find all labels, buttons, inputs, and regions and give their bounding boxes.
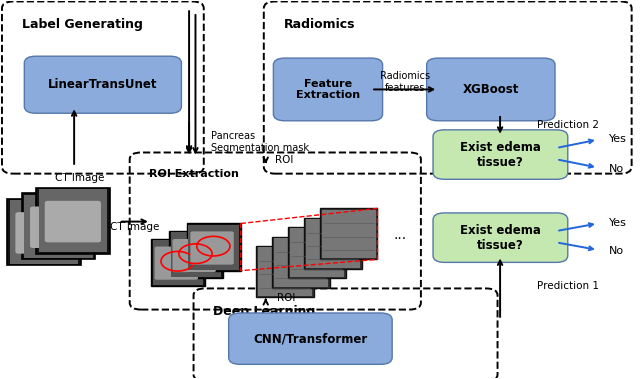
Text: Exist edema
tissue?: Exist edema tissue?	[460, 224, 541, 252]
FancyBboxPatch shape	[228, 313, 392, 364]
Text: XGBoost: XGBoost	[463, 83, 519, 96]
FancyBboxPatch shape	[258, 247, 312, 296]
Text: ROI Extraction: ROI Extraction	[150, 169, 239, 179]
FancyBboxPatch shape	[274, 238, 328, 287]
FancyBboxPatch shape	[290, 229, 344, 277]
FancyBboxPatch shape	[288, 227, 346, 278]
FancyBboxPatch shape	[7, 199, 81, 265]
FancyBboxPatch shape	[190, 232, 234, 265]
Text: ···: ···	[118, 216, 132, 230]
FancyBboxPatch shape	[272, 237, 330, 288]
FancyBboxPatch shape	[24, 195, 93, 258]
Text: Label Generating: Label Generating	[22, 18, 143, 31]
FancyBboxPatch shape	[45, 201, 101, 242]
Text: Pancreas
Segmentation mask: Pancreas Segmentation mask	[211, 132, 309, 153]
FancyBboxPatch shape	[273, 58, 383, 121]
Text: CT Image: CT Image	[55, 173, 104, 183]
Text: Yes: Yes	[609, 218, 627, 228]
FancyBboxPatch shape	[151, 239, 205, 286]
FancyBboxPatch shape	[15, 212, 72, 254]
Text: CT Image: CT Image	[110, 222, 159, 232]
FancyBboxPatch shape	[153, 240, 203, 285]
FancyBboxPatch shape	[171, 232, 221, 277]
FancyBboxPatch shape	[22, 193, 95, 259]
FancyBboxPatch shape	[433, 130, 568, 179]
FancyBboxPatch shape	[36, 188, 110, 254]
Text: Radiomics: Radiomics	[284, 18, 355, 31]
FancyBboxPatch shape	[186, 224, 241, 271]
Text: Deep Learning: Deep Learning	[213, 305, 316, 318]
Text: Prediction 2: Prediction 2	[537, 119, 599, 130]
FancyBboxPatch shape	[173, 239, 216, 272]
Text: ROI: ROI	[275, 155, 294, 165]
Text: Radiomics
features: Radiomics features	[380, 71, 430, 93]
Text: Prediction 1: Prediction 1	[537, 281, 599, 291]
FancyBboxPatch shape	[30, 207, 86, 248]
Text: ···: ···	[393, 232, 406, 246]
Text: Exist edema
tissue?: Exist edema tissue?	[460, 141, 541, 169]
FancyBboxPatch shape	[155, 246, 198, 280]
FancyBboxPatch shape	[320, 208, 378, 259]
Text: Yes: Yes	[609, 134, 627, 144]
FancyBboxPatch shape	[24, 56, 181, 113]
FancyBboxPatch shape	[433, 213, 568, 262]
Text: No: No	[609, 246, 624, 256]
Text: Feature
Extraction: Feature Extraction	[296, 78, 360, 100]
FancyBboxPatch shape	[188, 225, 239, 269]
Text: No: No	[609, 164, 624, 174]
Text: ROI: ROI	[276, 293, 295, 303]
Text: LinearTransUnet: LinearTransUnet	[48, 78, 157, 91]
FancyBboxPatch shape	[306, 219, 360, 268]
FancyBboxPatch shape	[322, 210, 376, 258]
FancyBboxPatch shape	[427, 58, 555, 121]
FancyBboxPatch shape	[169, 231, 223, 278]
Text: CNN/Transformer: CNN/Transformer	[253, 332, 367, 345]
FancyBboxPatch shape	[304, 218, 362, 269]
FancyBboxPatch shape	[256, 246, 314, 297]
FancyBboxPatch shape	[39, 189, 108, 252]
FancyBboxPatch shape	[10, 200, 78, 263]
